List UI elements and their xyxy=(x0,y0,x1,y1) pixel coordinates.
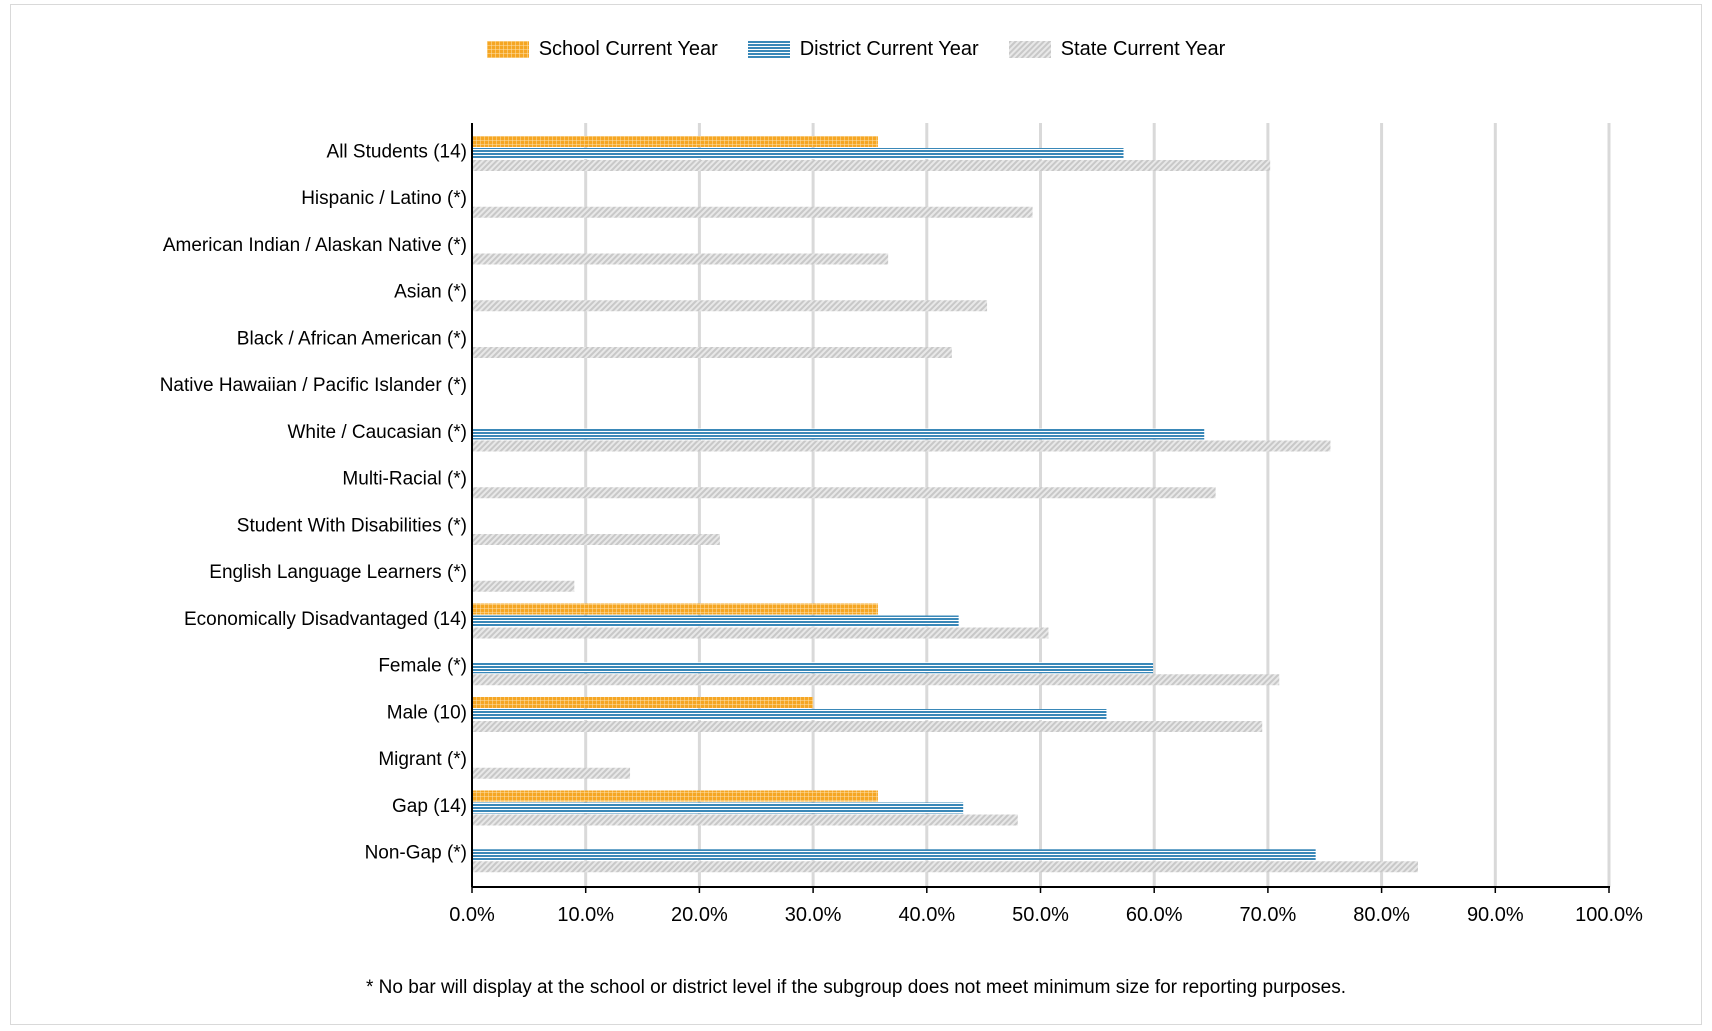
category-label: English Language Learners (*) xyxy=(209,562,467,583)
bar-district xyxy=(472,662,1154,674)
bar-state xyxy=(472,534,720,545)
bar-state xyxy=(472,674,1280,686)
category-label: Native Hawaiian / Pacific Islander (*) xyxy=(160,375,467,396)
category-label: Multi-Racial (*) xyxy=(342,469,467,490)
category-label: Non-Gap (*) xyxy=(365,843,467,864)
x-tick-label: 70.0% xyxy=(1240,904,1297,926)
category-label: Asian (*) xyxy=(394,282,467,303)
bar-district xyxy=(472,849,1316,861)
bar-state xyxy=(472,300,988,312)
bar-school xyxy=(472,603,878,615)
legend-swatch-school xyxy=(486,41,529,58)
x-tick-label: 10.0% xyxy=(557,904,614,926)
bar-state xyxy=(472,487,1216,499)
legend-item-school: School Current Year xyxy=(486,38,718,61)
bar-state xyxy=(472,627,1049,639)
legend-swatch-district xyxy=(747,41,790,58)
bar-school xyxy=(472,790,878,802)
x-tick-label: 100.0% xyxy=(1575,904,1643,926)
category-label: Economically Disadvantaged (14) xyxy=(184,609,467,630)
category-label: Student With Disabilities (*) xyxy=(237,515,467,536)
x-tick-label: 80.0% xyxy=(1353,904,1410,926)
bar-state xyxy=(472,580,575,592)
x-tick-label: 90.0% xyxy=(1467,904,1524,926)
bar-district xyxy=(472,709,1107,720)
category-label: Female (*) xyxy=(378,656,467,677)
legend-label-district: District Current Year xyxy=(799,38,979,60)
bar-state xyxy=(472,861,1418,873)
legend-label-state: State Current Year xyxy=(1060,38,1226,60)
bar-state xyxy=(472,206,1033,218)
category-labels: All Students (14) Hispanic / Latino (*) Am… xyxy=(160,141,467,863)
x-tick-label: 20.0% xyxy=(671,904,728,926)
bar-state xyxy=(472,160,1271,171)
category-label: Black / African American (*) xyxy=(237,328,467,349)
bar-district xyxy=(472,802,964,814)
legend-swatch-state xyxy=(1008,41,1051,58)
bar-state xyxy=(472,767,631,779)
gridlines xyxy=(584,123,1611,887)
bars xyxy=(472,136,1418,873)
category-label: Male (10) xyxy=(387,702,467,723)
category-label: Hispanic / Latino (*) xyxy=(301,188,467,209)
x-tick-label: 0.0% xyxy=(449,904,495,926)
legend-item-state: State Current Year xyxy=(1008,38,1226,61)
bar-state xyxy=(472,721,1263,732)
x-tick-label: 40.0% xyxy=(898,904,955,926)
legend-label-school: School Current Year xyxy=(538,38,718,60)
bar-school xyxy=(472,136,878,147)
x-tick-label: 50.0% xyxy=(1012,904,1069,926)
bar-district xyxy=(472,148,1124,159)
x-tick-label: 60.0% xyxy=(1126,904,1183,926)
legend: School Current Year District Current Yea… xyxy=(0,38,1712,61)
bar-state xyxy=(472,253,889,265)
axes xyxy=(471,123,1610,893)
bar-school xyxy=(472,697,814,708)
bar-state xyxy=(472,347,952,358)
bar-state xyxy=(472,440,1331,452)
bar-district xyxy=(472,615,959,627)
bar-district xyxy=(472,428,1205,440)
category-label: American Indian / Alaskan Native (*) xyxy=(163,235,467,256)
footnote: * No bar will display at the school or d… xyxy=(365,977,1346,998)
category-label: Migrant (*) xyxy=(378,749,467,770)
bar-state xyxy=(472,814,1018,826)
x-tick-label: 30.0% xyxy=(785,904,842,926)
legend-item-district: District Current Year xyxy=(747,38,979,61)
category-label: Gap (14) xyxy=(392,796,467,817)
tick-labels: 0.0% 10.0% 20.0% 30.0% 40.0% 50.0% 60.0% 70.0% 8… xyxy=(449,904,1643,926)
category-label: All Students (14) xyxy=(327,141,467,162)
category-label: White / Caucasian (*) xyxy=(287,422,467,443)
